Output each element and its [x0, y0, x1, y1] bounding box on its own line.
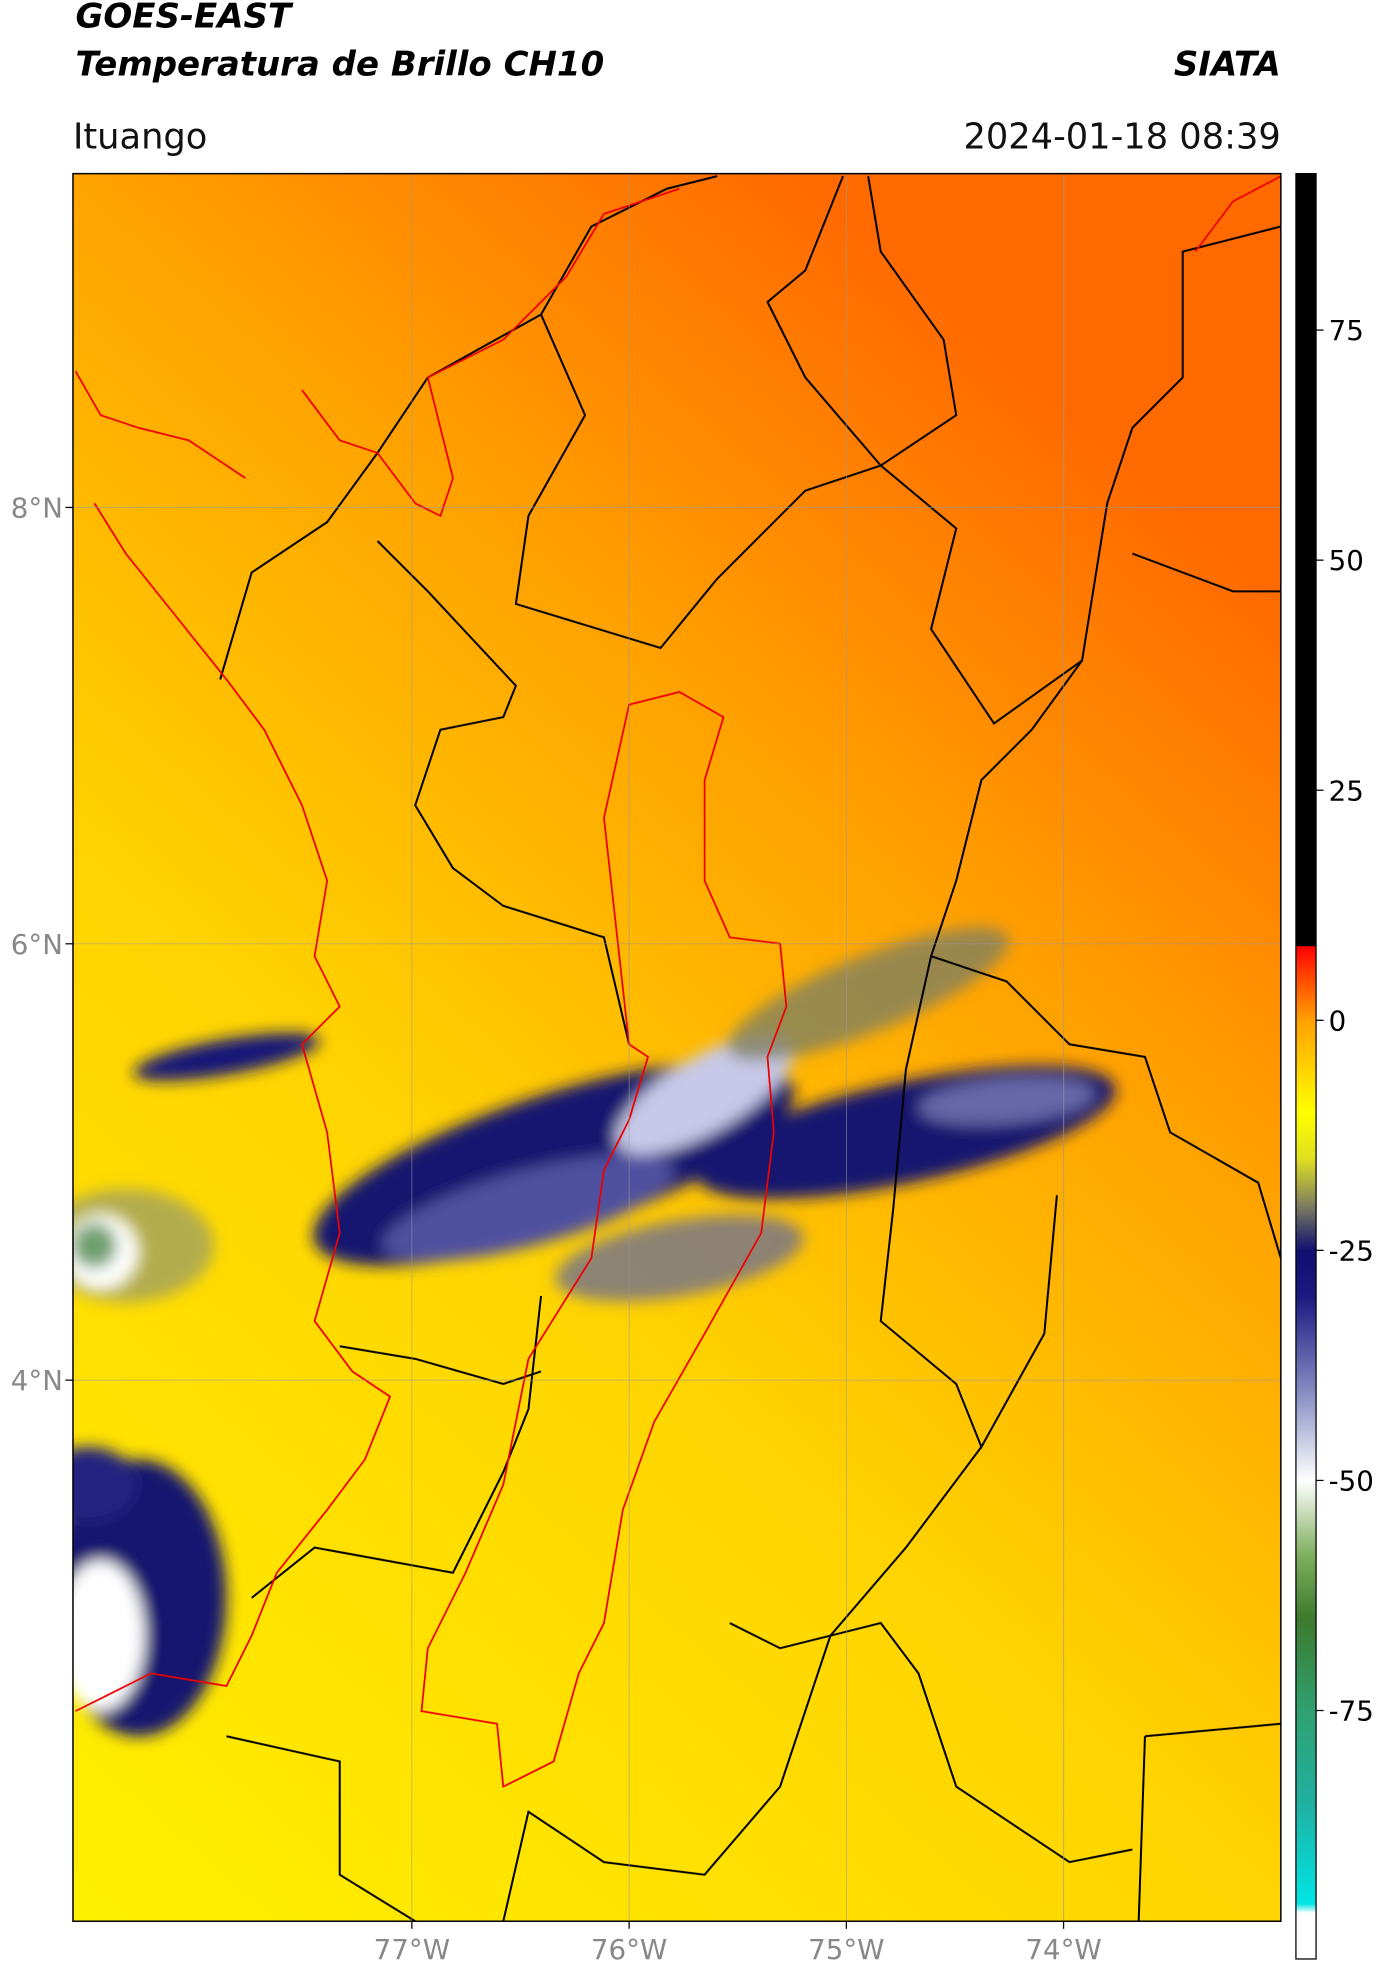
colorbar-tick-label: 0	[1329, 1004, 1347, 1037]
x-tick-label: 76°W	[591, 1933, 667, 1966]
title: GOES-EAST	[75, 0, 293, 37]
colorbar-fill	[1295, 172, 1317, 1960]
colorbar: 75 50 25 0 -25 -50 -75	[1295, 172, 1374, 1960]
timestamp: 2024-01-18 08:39	[963, 116, 1280, 157]
brand: SIATA	[1174, 44, 1281, 84]
y-tick-label: 6°N	[11, 928, 63, 961]
colorbar-tick-label: -25	[1329, 1234, 1374, 1267]
x-tick-label: 75°W	[808, 1933, 884, 1966]
colorbar-tick-label: 50	[1329, 544, 1364, 577]
x-tick-label: 74°W	[1025, 1933, 1101, 1966]
colorbar-tick-label: 75	[1329, 314, 1364, 347]
grid: 77°W 76°W 75°W 74°W 8°N 6°N 4°N	[11, 173, 1281, 1966]
subtitle: Temperatura de Brillo CH10	[75, 44, 604, 84]
x-tick-label: 77°W	[374, 1933, 450, 1966]
colorbar-tick-label: -75	[1329, 1695, 1374, 1728]
location: Ituango	[73, 116, 207, 157]
colorbar-tick-label: 25	[1329, 774, 1364, 807]
y-tick-label: 8°N	[11, 492, 63, 525]
map-image	[72, 173, 1281, 1922]
y-tick-label: 4°N	[11, 1364, 63, 1397]
colorbar-tick-label: -50	[1329, 1464, 1374, 1497]
map-frame	[72, 172, 1282, 1922]
